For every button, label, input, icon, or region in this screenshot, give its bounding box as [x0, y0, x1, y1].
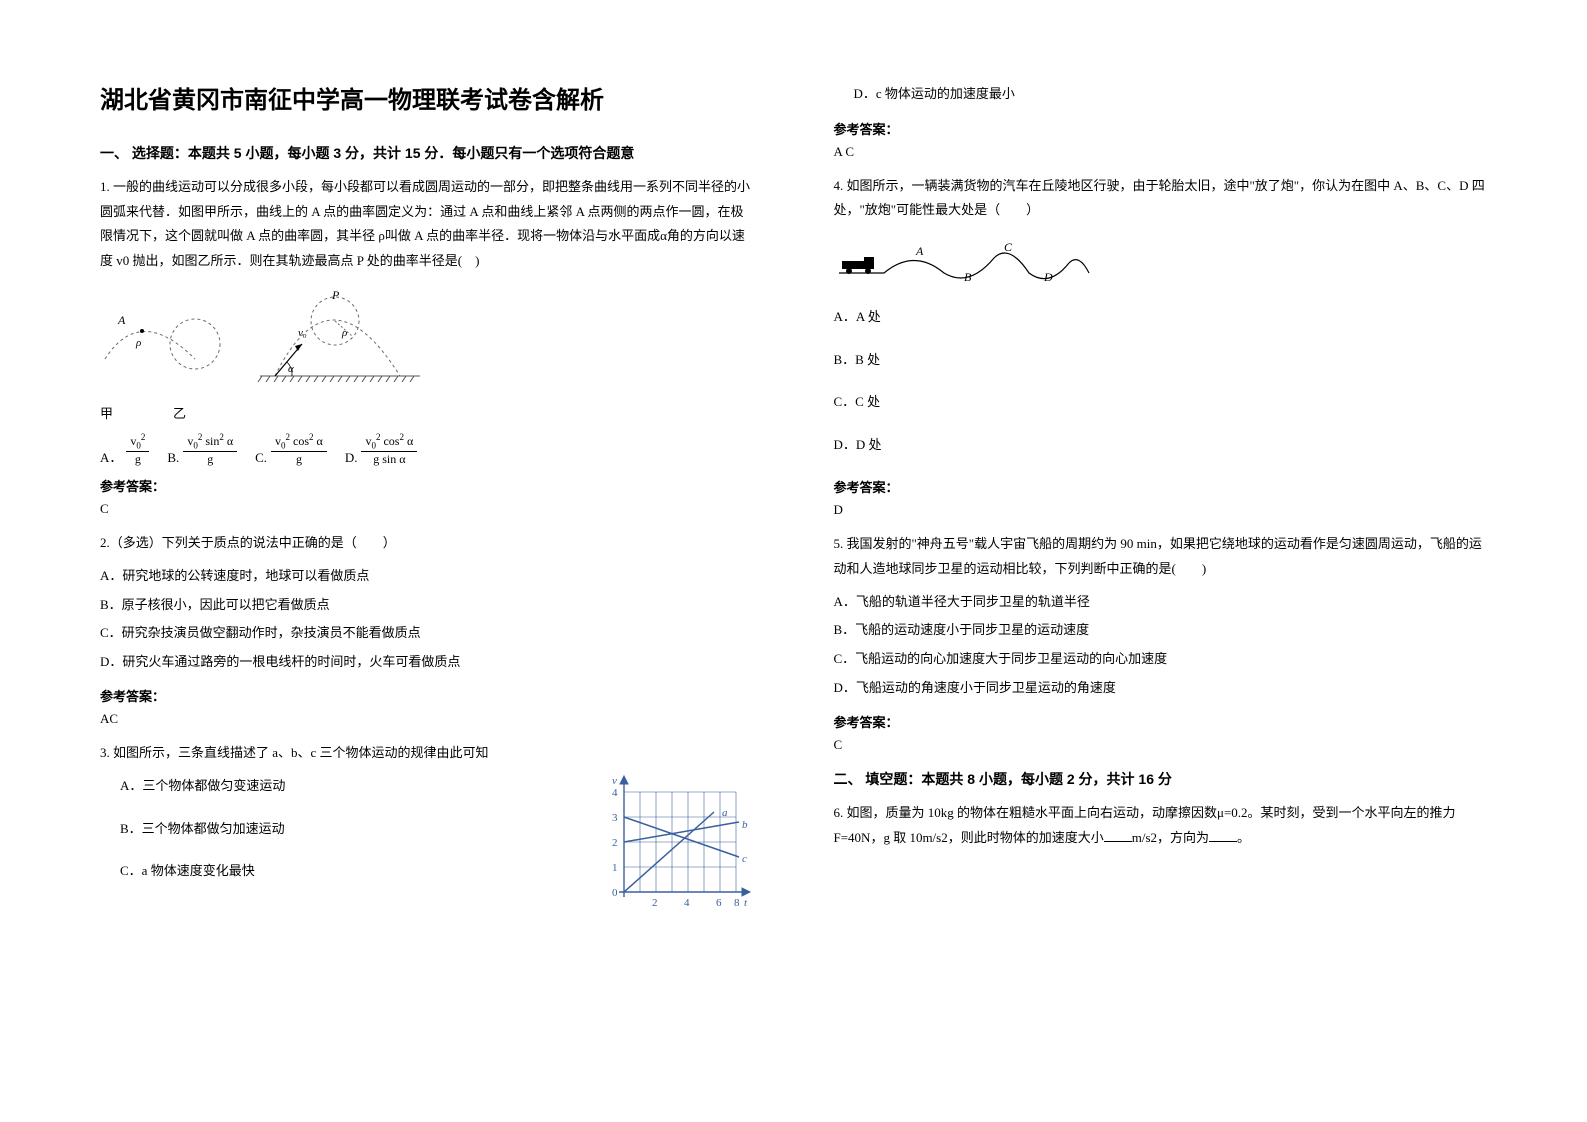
right-column: D．c 物体运动的加速度最小 参考答案： A C 4. 如图所示，一辆装满货物的…: [834, 80, 1488, 922]
q5-text: 5. 我国发射的"神舟五号"载人宇宙飞船的周期约为 90 min，如果把它绕地球…: [834, 532, 1488, 581]
q1-label-v0: v₀: [298, 327, 307, 339]
q5-opt-b: B．飞船的运动速度小于同步卫星的运动速度: [834, 616, 1488, 645]
q2-opt-a: A．研究地球的公转速度时，地球可以看做质点: [100, 562, 754, 591]
exam-title: 湖北省黄冈市南征中学高一物理联考试卷含解析: [100, 80, 754, 115]
q3-opt-d: D．c 物体运动的加速度最小: [834, 80, 1488, 109]
section-2-heading: 二、 填空题：本题共 8 小题，每小题 2 分，共计 16 分: [834, 769, 1488, 789]
q4-figure: A B C D: [834, 233, 1488, 293]
q5-answer: C: [834, 737, 1488, 753]
q4-label-d: D: [1043, 270, 1053, 284]
q1-opt-a: A． v02g: [100, 432, 149, 467]
q1-opt-c: C. v02 cos2 αg: [255, 432, 327, 467]
q1-label-rho2: ρ: [341, 327, 347, 339]
q1-opt-b: B. v02 sin2 αg: [167, 432, 237, 467]
q4-answer: D: [834, 502, 1488, 518]
q4-svg: A B C D: [834, 233, 1094, 288]
q1-answer-head: 参考答案：: [100, 476, 754, 495]
q1-label-a: A: [117, 313, 126, 327]
q3-answer: A C: [834, 144, 1488, 160]
q4-opt-b: B．B 处: [834, 346, 1488, 375]
q3-answer-head: 参考答案：: [834, 119, 1488, 138]
q6-blank-2: [1209, 828, 1237, 842]
left-column: 湖北省黄冈市南征中学高一物理联考试卷含解析 一、 选择题：本题共 5 小题，每小…: [100, 80, 754, 922]
q1-options: A． v02g B. v02 sin2 αg C. v02 cos2 αg D.…: [100, 432, 754, 467]
q2-answer-head: 参考答案：: [100, 686, 754, 705]
svg-text:2: 2: [612, 837, 618, 849]
q3-ylabel: v: [612, 775, 617, 787]
q1-label-p: P: [331, 288, 340, 302]
q6-blank-1: [1104, 828, 1132, 842]
q1-figure: A ρ: [100, 284, 754, 422]
svg-text:1: 1: [612, 862, 618, 874]
q5-opt-a: A．飞船的轨道半径大于同步卫星的轨道半径: [834, 588, 1488, 617]
q2-opt-b: B．原子核很小，因此可以把它看做质点: [100, 591, 754, 620]
q1-label-rho: ρ: [135, 337, 141, 349]
q5-answer-head: 参考答案：: [834, 712, 1488, 731]
svg-text:8: 8: [734, 897, 740, 909]
page: 湖北省黄冈市南征中学高一物理联考试卷含解析 一、 选择题：本题共 5 小题，每小…: [0, 0, 1587, 962]
q4-label-a: A: [915, 244, 924, 258]
q1-cap-b: 乙: [173, 403, 186, 422]
q5-opt-c: C．飞船运动的向心加速度大于同步卫星运动的向心加速度: [834, 645, 1488, 674]
q3-line-a: a: [722, 807, 728, 819]
q4-label-b: B: [964, 270, 972, 284]
q4-opt-c: C．C 处: [834, 388, 1488, 417]
q3-chart: v t a b c 0 1 2 3 4 2 4 6 8: [594, 772, 754, 922]
svg-text:3: 3: [612, 812, 618, 824]
q4-text: 4. 如图所示，一辆装满货物的汽车在丘陵地区行驶，由于轮胎太旧，途中"放了炮"，…: [834, 174, 1488, 223]
q4-label-c: C: [1004, 240, 1013, 254]
q4-opt-a: A．A 处: [834, 303, 1488, 332]
q1-opt-d: D. v02 cos2 αg sin α: [345, 432, 417, 467]
svg-text:0: 0: [612, 887, 618, 899]
q4-opt-d: D．D 处: [834, 431, 1488, 460]
q1-answer: C: [100, 501, 754, 517]
q2-opt-c: C．研究杂技演员做空翻动作时，杂技演员不能看做质点: [100, 619, 754, 648]
q1-label-alpha: α: [288, 363, 294, 375]
q3-text: 3. 如图所示，三条直线描述了 a、b、c 三个物体运动的规律由此可知: [100, 741, 754, 766]
svg-text:6: 6: [716, 897, 722, 909]
q3-line-c: c: [742, 853, 747, 865]
q2-text: 2.（多选）下列关于质点的说法中正确的是（ ）: [100, 531, 754, 556]
q1-cap-a: 甲: [100, 403, 113, 422]
section-1-heading: 一、 选择题：本题共 5 小题，每小题 3 分，共计 15 分．每小题只有一个选…: [100, 143, 754, 163]
q6-text: 6. 如图，质量为 10kg 的物体在粗糙水平面上向右运动，动摩擦因数μ=0.2…: [834, 801, 1488, 850]
svg-text:2: 2: [652, 897, 658, 909]
q3-svg: v t a b c 0 1 2 3 4 2 4 6 8: [594, 772, 754, 917]
q5-opt-d: D．飞船运动的角速度小于同步卫星运动的角速度: [834, 674, 1488, 703]
svg-text:4: 4: [612, 787, 618, 799]
q1-svg: A ρ: [100, 284, 430, 394]
q1-caption-row: 甲 乙: [100, 403, 754, 422]
q2-opt-d: D．研究火车通过路旁的一根电线杆的时间时，火车可看做质点: [100, 648, 754, 677]
svg-text:4: 4: [684, 897, 690, 909]
q1-text: 1. 一般的曲线运动可以分成很多小段，每小段都可以看成圆周运动的一部分，即把整条…: [100, 175, 754, 274]
q2-answer: AC: [100, 711, 754, 727]
q4-answer-head: 参考答案：: [834, 477, 1488, 496]
q3-line-b: b: [742, 819, 748, 831]
q3-xlabel: t: [744, 897, 748, 909]
